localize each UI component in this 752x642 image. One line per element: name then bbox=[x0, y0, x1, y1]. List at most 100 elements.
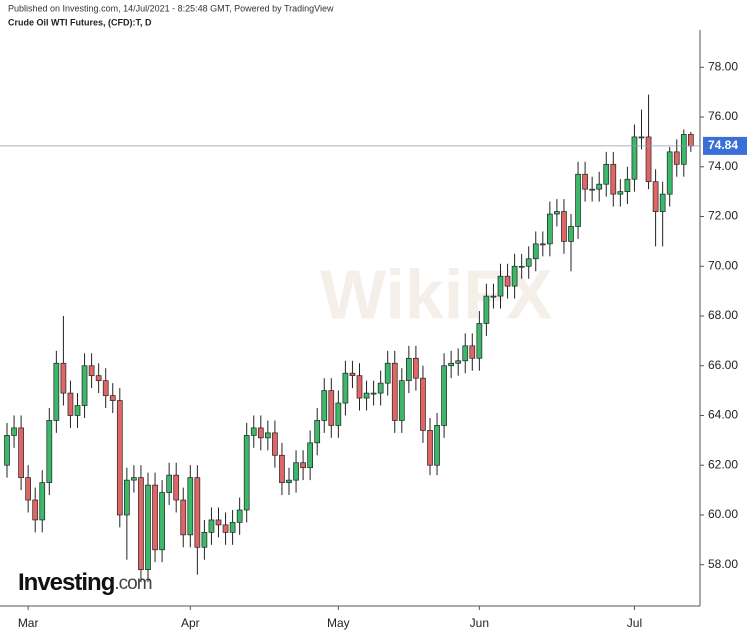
candle-body bbox=[307, 442, 313, 469]
candle-body bbox=[131, 477, 137, 481]
candle-body bbox=[652, 181, 659, 212]
watermark: WikiFX bbox=[320, 255, 553, 333]
candle-body bbox=[377, 382, 384, 394]
candle-body bbox=[631, 136, 638, 180]
candle-body bbox=[243, 435, 250, 511]
candle-body bbox=[349, 372, 356, 377]
candle-body bbox=[109, 395, 116, 401]
candle-body bbox=[673, 151, 680, 165]
candle-body bbox=[257, 427, 264, 439]
candle-body bbox=[46, 420, 53, 483]
candle-body bbox=[525, 258, 532, 267]
candle-body bbox=[201, 532, 208, 548]
candle-body bbox=[187, 477, 194, 536]
candle-body bbox=[300, 462, 306, 469]
logo-suffix: .com bbox=[114, 573, 151, 594]
candle-body bbox=[194, 477, 201, 548]
candle-body bbox=[81, 365, 88, 406]
x-tick-label: Apr bbox=[181, 616, 200, 630]
candle-body bbox=[589, 188, 596, 191]
candle-body bbox=[370, 392, 377, 395]
candle-body bbox=[102, 380, 109, 396]
candle-body bbox=[617, 191, 624, 195]
candle-body bbox=[659, 193, 666, 212]
candle-body bbox=[638, 136, 645, 139]
candle-body bbox=[384, 362, 391, 384]
candle-body bbox=[413, 357, 419, 379]
y-tick-label: 68.00 bbox=[708, 308, 738, 322]
candle-body bbox=[427, 430, 433, 466]
x-tick-label: Jul bbox=[627, 616, 642, 630]
logo: Investing.com bbox=[18, 569, 152, 596]
candle-body bbox=[582, 173, 588, 190]
candle-body bbox=[229, 522, 236, 533]
candle-body bbox=[250, 427, 257, 436]
y-tick-label: 74.00 bbox=[708, 159, 738, 173]
candle-body bbox=[123, 479, 130, 516]
candle-body bbox=[462, 345, 469, 362]
y-tick-label: 76.00 bbox=[708, 109, 738, 123]
candle-body bbox=[265, 432, 271, 439]
candle-body bbox=[32, 499, 39, 521]
candle-body bbox=[624, 178, 631, 193]
candle-body bbox=[215, 519, 222, 526]
candle-body bbox=[645, 136, 652, 183]
y-tick-label: 60.00 bbox=[708, 507, 738, 521]
candle-body bbox=[11, 427, 17, 436]
candle-body bbox=[39, 482, 46, 521]
candle-body bbox=[363, 392, 370, 399]
candle-body bbox=[420, 377, 426, 431]
candle-body bbox=[448, 362, 454, 367]
candle-body bbox=[568, 226, 574, 242]
last-price-label: 74.84 bbox=[708, 138, 738, 152]
candle-body bbox=[67, 392, 74, 416]
candle-body bbox=[666, 151, 673, 195]
candle-body bbox=[208, 519, 215, 533]
x-tick-label: Mar bbox=[18, 616, 39, 630]
candle-body bbox=[469, 345, 476, 359]
candle-body bbox=[511, 265, 518, 287]
candle-body bbox=[166, 474, 172, 493]
candle-body bbox=[60, 362, 67, 394]
candle-body bbox=[180, 499, 187, 536]
candle-body bbox=[138, 477, 144, 571]
candle-body bbox=[483, 295, 490, 324]
candle-body bbox=[356, 375, 363, 399]
candle-body bbox=[145, 484, 151, 571]
x-tick-label: Jun bbox=[470, 616, 489, 630]
header: Published on Investing.com, 14/Jul/2021 … bbox=[8, 3, 334, 13]
candle-body bbox=[434, 425, 440, 466]
candle-body bbox=[455, 360, 462, 364]
y-tick-label: 62.00 bbox=[708, 457, 738, 471]
candle-body bbox=[596, 183, 603, 190]
candle-body bbox=[95, 375, 102, 382]
candle-body bbox=[328, 390, 335, 426]
candle-body bbox=[575, 173, 581, 227]
candle-body bbox=[532, 243, 539, 260]
y-tick-label: 72.00 bbox=[708, 209, 738, 223]
candle-body bbox=[173, 474, 180, 501]
candle-body bbox=[490, 295, 497, 298]
candle-body bbox=[539, 243, 546, 246]
y-tick-label: 70.00 bbox=[708, 258, 738, 272]
x-tick-label: May bbox=[327, 616, 350, 630]
y-tick-label: 58.00 bbox=[708, 557, 738, 571]
candle-body bbox=[152, 484, 158, 551]
candle-body bbox=[504, 275, 511, 287]
chart-title: Crude Oil WTI Futures, (CFD):T, D bbox=[8, 17, 152, 27]
candle-body bbox=[391, 362, 398, 421]
candle-body bbox=[4, 435, 10, 466]
candle-body bbox=[406, 357, 412, 382]
logo-main: Investing bbox=[18, 569, 115, 596]
candle-body bbox=[293, 462, 299, 481]
candle-body bbox=[236, 509, 243, 523]
candle-body bbox=[603, 163, 610, 185]
candle-body bbox=[497, 275, 504, 297]
candle-body bbox=[554, 211, 560, 215]
candle-body bbox=[687, 134, 694, 147]
candle-body bbox=[314, 420, 321, 444]
candle-body bbox=[159, 492, 165, 551]
candle-body bbox=[74, 405, 81, 416]
